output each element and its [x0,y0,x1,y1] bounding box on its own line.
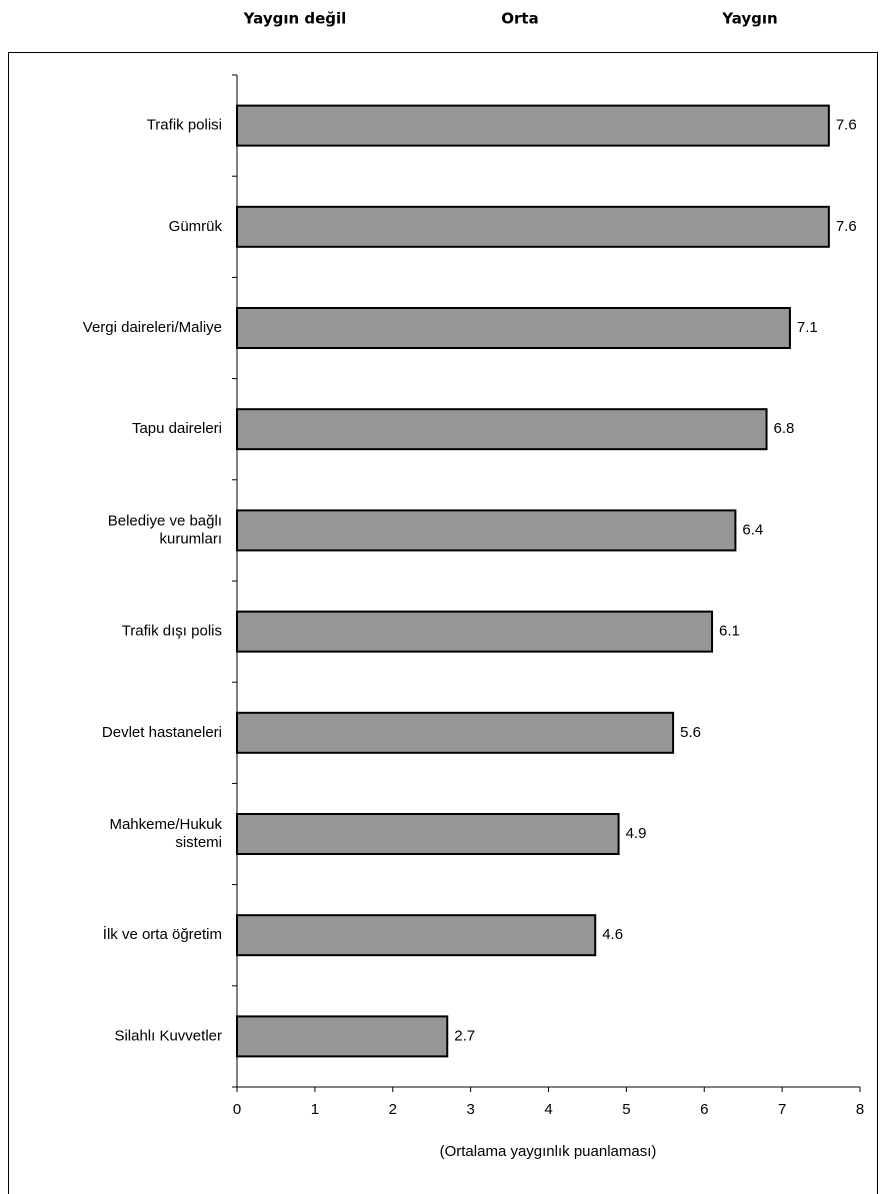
value-label: 2.7 [454,1027,475,1044]
bar [236,1015,449,1058]
header-label: Yaygın değil [243,10,347,28]
value-label: 5.6 [680,724,701,741]
header-label: Orta [501,10,538,28]
bar [236,205,830,248]
y-tick-label: Trafik dışı polis [122,623,222,640]
value-label: 7.6 [836,117,857,134]
value-label: 6.1 [719,623,740,640]
value-label: 4.6 [602,926,623,943]
header-label: Yaygın [721,10,777,28]
x-tick-label: 5 [622,1101,630,1118]
value-label: 4.9 [626,825,647,842]
y-tick-label: Belediye ve bağlı kurumları [108,512,222,547]
value-label: 6.4 [742,521,763,538]
bar [236,610,714,653]
y-tick-label: Mahkeme/Hukuk sistemi [109,816,222,851]
value-label: 7.6 [836,218,857,235]
chart-frame [8,52,878,1194]
y-tick-label: Devlet hastaneleri [102,724,222,741]
x-tick-label: 0 [233,1101,241,1118]
bar [236,307,791,349]
x-tick-label: 3 [466,1101,474,1118]
x-tick-label: 1 [311,1101,319,1118]
bar [236,711,675,754]
y-tick-label: Gümrük [169,218,223,235]
bar [236,813,620,855]
x-tick-label: 8 [856,1101,864,1118]
bar [236,104,830,147]
x-tick-label: 4 [544,1101,552,1118]
bar [236,408,768,451]
x-tick-label: 2 [389,1101,397,1118]
value-label: 6.8 [774,420,795,437]
x-tick-label: 7 [778,1101,786,1118]
y-tick-label: Silahlı Kuvvetler [114,1027,222,1044]
y-tick-label: Tapu daireleri [132,420,222,437]
y-tick-label: Trafik polisi [147,117,222,134]
bar [236,914,597,957]
x-tick-label: 6 [700,1101,708,1118]
y-tick-label: İlk ve orta öğretim [103,925,222,943]
value-label: 7.1 [797,319,818,336]
y-tick-label: Vergi daireleri/Maliye [83,319,222,336]
x-axis-label: (Ortalama yaygınlık puanlaması) [440,1143,657,1160]
bar [236,509,737,552]
